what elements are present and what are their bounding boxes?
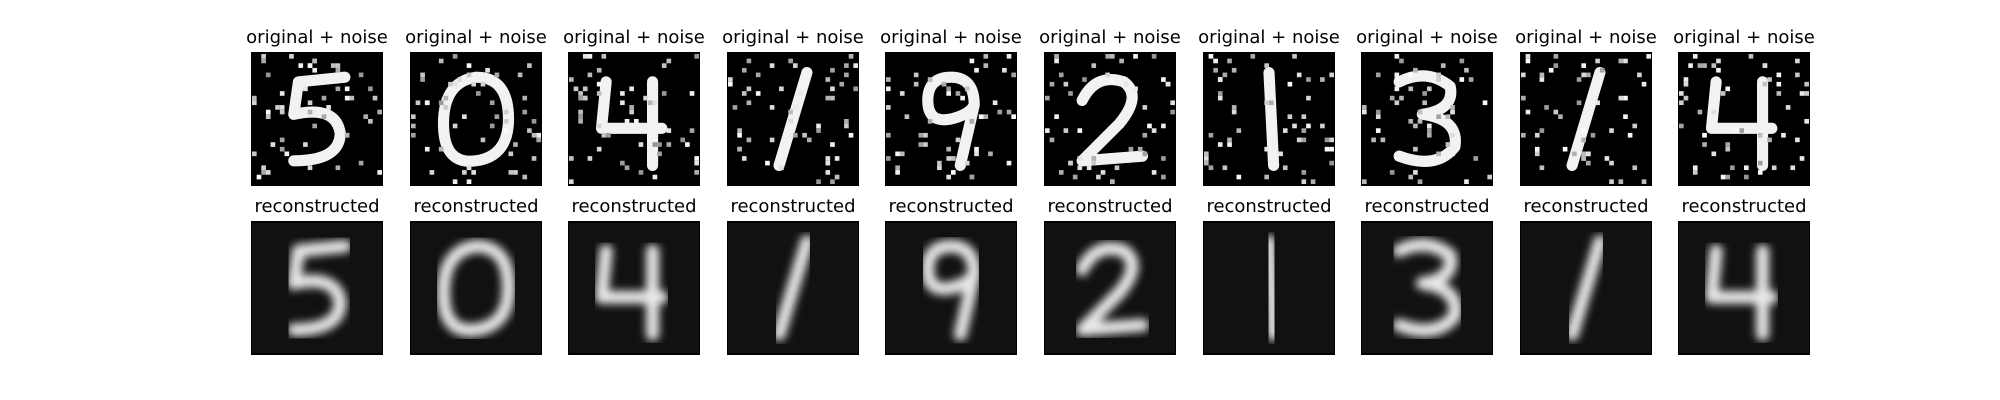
noisy-digit-image	[1044, 52, 1176, 186]
noisy-digit-image	[410, 52, 542, 186]
panel-title: reconstructed	[1047, 196, 1173, 217]
panel-title: reconstructed	[1523, 196, 1649, 217]
panel-title: original + noise	[246, 27, 388, 48]
panel-title: reconstructed	[571, 196, 697, 217]
reconstructed-digit-image	[251, 221, 383, 355]
digit-1-graphic	[1521, 54, 1651, 184]
digit-0-graphic	[411, 54, 541, 184]
digit-3-graphic	[1362, 223, 1492, 353]
reconstructed-digit-image	[1361, 221, 1493, 355]
reconstructed-digit-image	[1203, 221, 1335, 355]
panel-title: original + noise	[880, 27, 1022, 48]
digit-4-graphic	[569, 223, 699, 353]
panel-title: original + noise	[1356, 27, 1498, 48]
noisy-digit-image	[1203, 52, 1335, 186]
panel-title: original + noise	[1198, 27, 1340, 48]
digit-5-graphic	[252, 223, 382, 353]
panel-title: original + noise	[405, 27, 547, 48]
noisy-digit-image	[1520, 52, 1652, 186]
reconstructed-digit-image	[568, 221, 700, 355]
digit-4-graphic	[1679, 54, 1809, 180]
digit-2-graphic	[1045, 54, 1175, 184]
digit-3-graphic	[1362, 54, 1492, 184]
panel-title: reconstructed	[1364, 196, 1490, 217]
panel-title: reconstructed	[1206, 196, 1332, 217]
digit-0-graphic	[411, 223, 541, 353]
noisy-digit-image	[568, 52, 700, 186]
reconstructed-digit-image	[1678, 221, 1810, 355]
panel-title: original + noise	[1515, 27, 1657, 48]
digit-4-graphic	[569, 54, 699, 184]
panel-title: original + noise	[722, 27, 864, 48]
panel-title: reconstructed	[888, 196, 1014, 217]
reconstructed-digit-image	[410, 221, 542, 355]
reconstructed-digit-image	[1044, 221, 1176, 355]
digit-1-graphic	[1521, 223, 1651, 353]
digit-5-graphic	[252, 54, 382, 180]
panel-title: original + noise	[563, 27, 705, 48]
digit-1-graphic	[728, 223, 858, 353]
panel-title: original + noise	[1039, 27, 1181, 48]
panel-title: reconstructed	[1681, 196, 1807, 217]
digit-1-graphic	[1204, 223, 1334, 353]
digit-1-graphic	[1204, 54, 1334, 184]
digit-1-graphic	[728, 54, 858, 184]
panel-title: original + noise	[1673, 27, 1815, 48]
noisy-digit-image	[1361, 52, 1493, 186]
reconstructed-digit-image	[885, 221, 1017, 355]
panel-title: reconstructed	[413, 196, 539, 217]
digit-9-graphic	[886, 54, 1016, 180]
noisy-digit-image	[251, 52, 383, 186]
digit-4-graphic	[1679, 223, 1809, 353]
noisy-digit-image	[885, 52, 1017, 186]
panel-title: reconstructed	[254, 196, 380, 217]
digit-2-graphic	[1045, 223, 1175, 353]
noisy-digit-image	[1678, 52, 1810, 186]
reconstructed-digit-image	[1520, 221, 1652, 355]
panel-title: reconstructed	[730, 196, 856, 217]
noisy-digit-image	[727, 52, 859, 186]
reconstructed-digit-image	[727, 221, 859, 355]
digit-9-graphic	[886, 223, 1016, 353]
